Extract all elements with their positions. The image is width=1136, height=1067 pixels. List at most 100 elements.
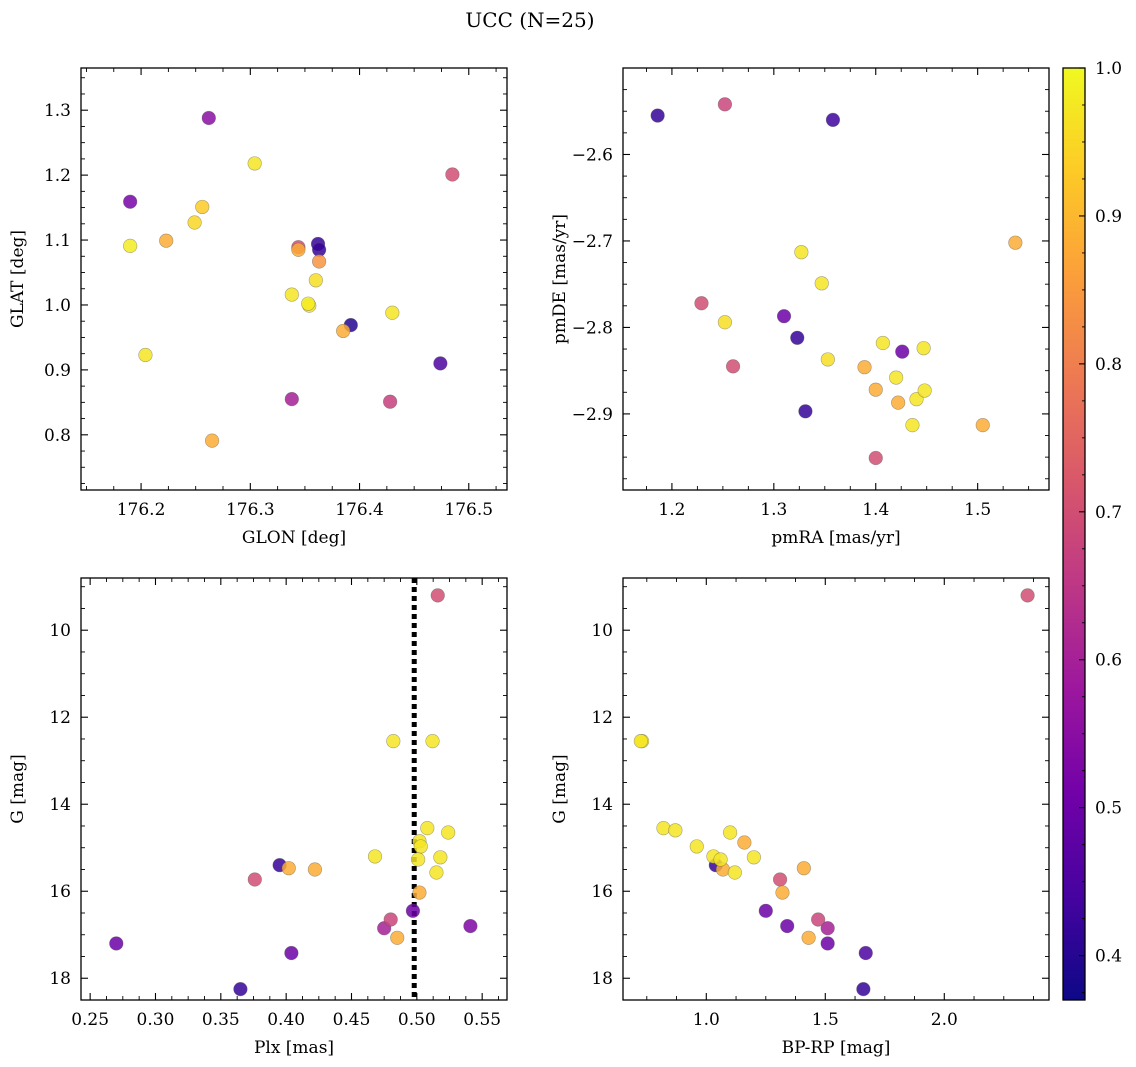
scatter-point (656, 821, 671, 836)
x-tick-label: 1.3 (760, 500, 787, 520)
scatter-point (727, 865, 742, 880)
scatter-point (201, 110, 216, 126)
scatter-points (633, 588, 1035, 997)
x-tick-label: 176.5 (444, 500, 493, 520)
y-tick-label: 0.9 (44, 361, 71, 381)
scatter-point (811, 912, 826, 927)
scatter-point (814, 276, 829, 291)
scatter-point (889, 370, 904, 385)
scatter-point (367, 849, 383, 864)
y-tick-label: 1.3 (44, 101, 71, 121)
scatter-point (383, 394, 398, 409)
scatter-point (857, 360, 872, 375)
colorbar-tick-label: 0.6 (1095, 651, 1122, 671)
x-tick-label: 176.2 (117, 500, 166, 520)
scatter-point (737, 835, 752, 850)
scatter-point (820, 352, 835, 367)
x-tick-label: 1.2 (658, 500, 685, 520)
y-tick-label: 12 (591, 708, 613, 728)
y-tick-label: −2.7 (572, 232, 613, 252)
scatter-point (425, 734, 440, 749)
colorbar-gradient (1063, 68, 1085, 1000)
scatter-point (291, 242, 306, 257)
x-tick-label: 0.40 (267, 1010, 305, 1030)
y-tick-label: 16 (591, 882, 613, 902)
scatter-point (895, 344, 910, 359)
y-tick-label: 14 (49, 795, 71, 815)
scatter-point (794, 245, 809, 260)
y-tick-label: 1.1 (44, 231, 71, 251)
scatter-point (433, 850, 448, 865)
scatter-point (975, 418, 990, 433)
y-tick-label: 14 (591, 795, 613, 815)
scatter-point (405, 903, 421, 918)
scatter-point (796, 861, 811, 876)
scatter-point (825, 112, 841, 127)
scatter-point (412, 885, 427, 900)
scatter-point (159, 233, 174, 248)
scatter-point (780, 918, 795, 934)
scatter-point (820, 921, 835, 936)
scatter-point (284, 392, 299, 407)
scatter-point (195, 199, 210, 215)
scatter-point (746, 850, 761, 865)
y-tick-label: −2.8 (572, 318, 613, 338)
scatter-point (820, 936, 835, 951)
scatter-point (772, 872, 788, 887)
colorbar-tick-label: 0.5 (1095, 799, 1122, 819)
x-tick-label: 0.25 (71, 1010, 109, 1030)
scatter-point (383, 912, 398, 927)
x-tick-label: 1.5 (812, 1010, 839, 1030)
x-tick-label: 1.0 (693, 1010, 720, 1030)
scatter-point (187, 215, 202, 230)
scatter-point (284, 287, 299, 302)
scatter-point (722, 825, 738, 840)
scatter-point (725, 359, 741, 374)
scatter-point (790, 330, 805, 345)
scatter-point (411, 852, 426, 867)
scatter-point (858, 945, 873, 961)
y-tick-label: 10 (591, 621, 613, 641)
figure-title: UCC (N=25) (465, 8, 594, 32)
scatter-point (717, 315, 733, 330)
scatter-point (281, 861, 296, 876)
scatter-point (445, 167, 460, 182)
y-tick-label: 1.2 (44, 166, 71, 186)
y-tick-label: −2.9 (572, 405, 613, 425)
scatter-point (247, 156, 262, 171)
scatter-point (204, 433, 220, 448)
scatter-point (801, 930, 816, 945)
scatter-points (109, 578, 478, 1000)
scatter-point (386, 734, 401, 749)
scatter-point (917, 383, 932, 398)
y-tick-label: 16 (49, 882, 71, 902)
scatter-point (109, 936, 124, 951)
scatter-point (868, 382, 883, 397)
x-axis-label: Plx [mas] (254, 1038, 334, 1058)
scatter-point (247, 872, 262, 887)
scatter-point (650, 108, 665, 123)
x-tick-label: 0.55 (463, 1010, 501, 1030)
y-tick-label: 18 (591, 969, 613, 989)
scatter-point (429, 865, 444, 880)
plot-frame (622, 67, 1050, 491)
scatter-points (123, 110, 460, 448)
scatter-point (717, 97, 733, 112)
scatter-point (390, 930, 405, 945)
scatter-point (798, 404, 813, 419)
colorbar-tick-label: 1.0 (1095, 59, 1122, 79)
x-tick-label: 1.5 (964, 500, 991, 520)
x-tick-label: 0.50 (398, 1010, 436, 1030)
scatter-points (650, 97, 1023, 466)
scatter-point (776, 309, 792, 324)
x-axis-label: BP-RP [mag] (782, 1038, 891, 1058)
y-tick-label: 12 (49, 708, 71, 728)
y-axis-label: GLAT [deg] (8, 230, 28, 328)
scatter-point (441, 825, 456, 840)
y-tick-label: 18 (49, 969, 71, 989)
scatter-point (138, 347, 153, 363)
scatter-point (713, 852, 728, 867)
scatter-point (689, 839, 704, 854)
y-axis-label: pmDE [mas/yr] (550, 214, 570, 344)
